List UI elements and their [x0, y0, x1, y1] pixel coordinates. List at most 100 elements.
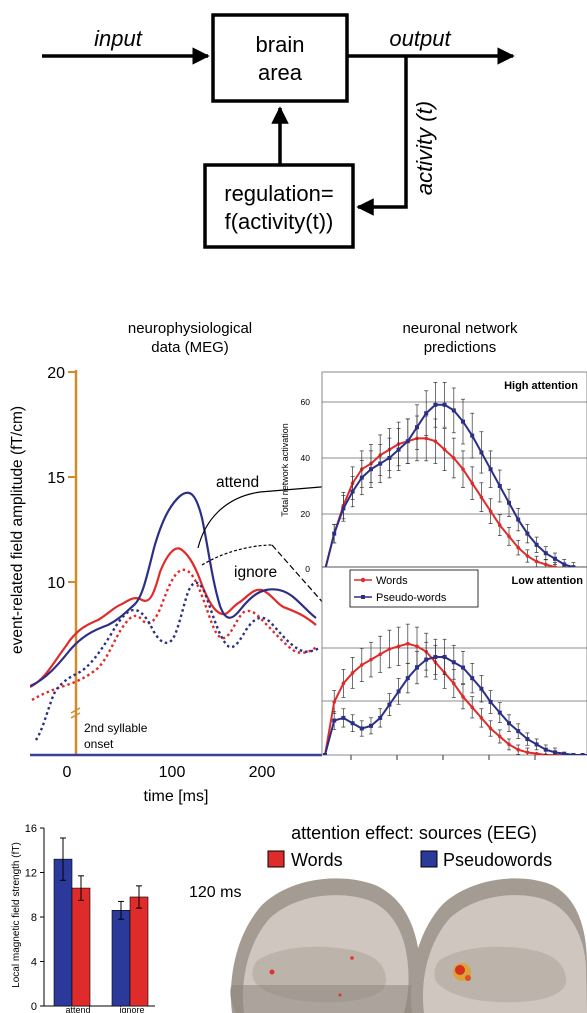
high-pseudo-words-point — [580, 566, 585, 567]
eeg-pseudo-label: Pseudowords — [443, 850, 552, 870]
bar-y-tick-label: 8 — [31, 912, 37, 924]
bar-y-tick-label: 16 — [25, 823, 37, 835]
high-pseudo-words-point — [433, 402, 438, 407]
low-words-point — [488, 726, 493, 731]
low-pseudo-words-point — [507, 721, 511, 726]
low-pseudo-words-point — [553, 750, 557, 755]
high-words-point — [479, 495, 484, 500]
low-pseudo-words-point — [424, 657, 429, 662]
net-y-axis-label: Total network activation — [280, 423, 290, 517]
network-panel: neuronal network predictions 60 40 20 0 … — [280, 320, 587, 760]
low-words-point — [525, 750, 530, 755]
brain-image-pseudo — [410, 878, 587, 1013]
low-pseudo-words-point — [415, 665, 419, 670]
high-words-point — [452, 456, 456, 460]
high-pseudo-words-point — [341, 506, 346, 511]
bar-attend-pseudowords — [53, 858, 73, 1007]
high-pseudo-words-point — [534, 542, 539, 547]
high-words-point — [507, 534, 511, 539]
low-pseudo-words-point — [341, 715, 346, 720]
high-pseudo-words-point — [405, 439, 410, 444]
bar-chart-panel: Local magnetic field strength (fT) 16 12 8… — [11, 823, 155, 1013]
low-words-point — [350, 671, 355, 675]
low-words-point — [341, 681, 346, 686]
brain-area-line1: brain — [256, 32, 305, 57]
ignore-label: ignore — [234, 564, 277, 581]
low-pseudo-words-point — [525, 737, 530, 742]
low-words-point — [507, 742, 511, 747]
high-words-point — [544, 562, 548, 567]
low-words-point — [369, 657, 373, 662]
high-pseudo-words-point — [470, 433, 475, 438]
low-words-point — [498, 734, 502, 739]
bar-y-ticks: 16 12 8 4 0 — [25, 823, 44, 1013]
pseudo-attend-line — [30, 491, 317, 688]
eeg-time-label: 120 ms — [189, 884, 241, 901]
low-pseudo-words-point — [396, 689, 401, 694]
x-tick-label-100: 100 — [159, 764, 186, 781]
low-words-point — [461, 694, 465, 699]
low-pseudo-words-point — [442, 654, 447, 659]
low-words-point — [332, 700, 337, 704]
high-pseudo-words-point — [387, 456, 392, 460]
bar-series — [53, 837, 149, 1007]
high-pseudo-words-point — [369, 467, 373, 472]
net-y-tick-20: 20 — [301, 509, 311, 519]
bar-ignore-words — [129, 896, 149, 1007]
high-pseudo-words-point — [479, 450, 484, 455]
high-words-point — [433, 439, 438, 444]
activation-blob-side — [465, 975, 471, 981]
high-pseudo-words-point — [442, 402, 447, 407]
low-pseudo-words-point — [562, 751, 567, 755]
y-tick-label-20: 20 — [47, 365, 65, 382]
net-y-tick-60: 60 — [301, 397, 311, 407]
low-pseudo-words-point — [543, 747, 548, 752]
low-pseudo-words-point — [516, 729, 521, 734]
bar-y-tick-label: 12 — [25, 868, 37, 880]
activation-blob-inner — [455, 965, 465, 975]
low-pseudo-words-point — [534, 742, 539, 747]
high-pseudo-words-point — [553, 556, 557, 561]
bar-x-label-ignore: ignore — [119, 1005, 144, 1013]
eeg-words-label: Words — [291, 850, 343, 870]
network-high-series — [324, 382, 585, 567]
eeg-words-swatch — [267, 850, 285, 868]
brain-words-base — [229, 985, 420, 1013]
high-pseudo-words-point — [350, 489, 355, 494]
brain-area-box — [211, 13, 349, 103]
legend-box — [349, 569, 479, 608]
low-words-point — [406, 641, 410, 646]
onset-label-line2: onset — [84, 737, 114, 751]
bar-x-label-attend: attend — [65, 1005, 90, 1013]
output-label: output — [389, 26, 451, 51]
high-words-point — [525, 554, 530, 558]
low-pseudo-words-point — [580, 753, 585, 755]
high-words-point — [516, 545, 520, 550]
network-legend: Words Pseudo-words — [349, 569, 479, 608]
low-pseudo-words-point — [405, 676, 410, 681]
bar-ignore-pseudowords — [111, 910, 131, 1007]
high-pseudo-words-point — [525, 531, 530, 536]
attend-pointer — [197, 481, 346, 549]
low-pseudo-words-point — [433, 654, 438, 659]
meg-title-line2: data (MEG) — [151, 339, 229, 356]
network-gridlines — [322, 401, 587, 702]
high-words-point — [424, 436, 429, 441]
network-title-line2: predictions — [424, 339, 497, 356]
words-attend-line — [30, 547, 317, 688]
y-tick-label-10: 10 — [47, 575, 65, 592]
high-attention-title: High attention — [504, 380, 578, 392]
high-words-point — [442, 447, 447, 452]
low-words-point — [479, 716, 484, 720]
high-pseudo-words-point — [516, 517, 521, 522]
ignore-pointer-a — [201, 544, 273, 566]
bar-y-axis-label: Local magnetic field strength (fT) — [11, 842, 22, 988]
low-words-point — [378, 652, 383, 657]
high-words-point — [553, 565, 557, 567]
low-pseudo-words-point — [488, 700, 493, 704]
eeg-pseudo-swatch — [420, 850, 438, 868]
regulation-diagram: input brain area output activity (t) reg… — [42, 13, 515, 249]
high-pseudo-words-point — [415, 425, 419, 430]
low-pseudo-words-point — [323, 753, 327, 755]
bar-attend-words — [71, 887, 91, 1007]
